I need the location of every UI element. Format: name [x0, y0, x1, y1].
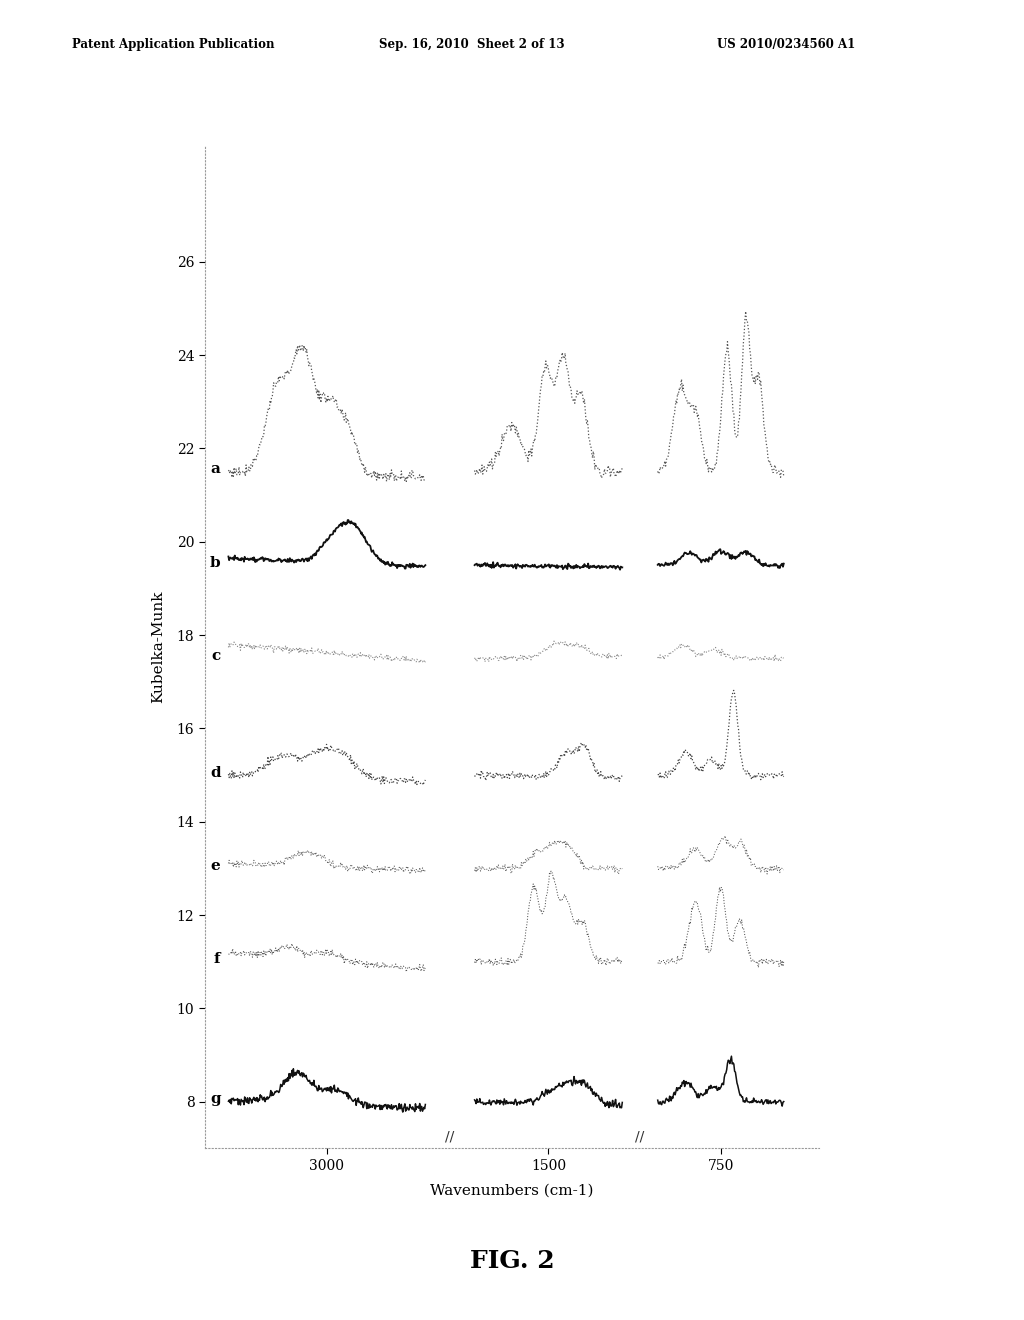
- X-axis label: Wavenumbers (cm-1): Wavenumbers (cm-1): [430, 1184, 594, 1199]
- Text: //: //: [635, 1130, 645, 1143]
- Text: US 2010/0234560 A1: US 2010/0234560 A1: [717, 37, 855, 50]
- Text: a: a: [211, 462, 220, 477]
- Text: Sep. 16, 2010  Sheet 2 of 13: Sep. 16, 2010 Sheet 2 of 13: [379, 37, 564, 50]
- Text: //: //: [445, 1130, 455, 1143]
- Text: e: e: [211, 859, 220, 873]
- Text: c: c: [211, 649, 220, 663]
- Y-axis label: Kubelka-Munk: Kubelka-Munk: [152, 590, 166, 704]
- Text: FIG. 2: FIG. 2: [470, 1249, 554, 1272]
- Text: b: b: [210, 556, 220, 570]
- Text: g: g: [210, 1093, 220, 1106]
- Text: f: f: [214, 953, 220, 966]
- Text: Patent Application Publication: Patent Application Publication: [72, 37, 274, 50]
- Text: d: d: [210, 766, 220, 780]
